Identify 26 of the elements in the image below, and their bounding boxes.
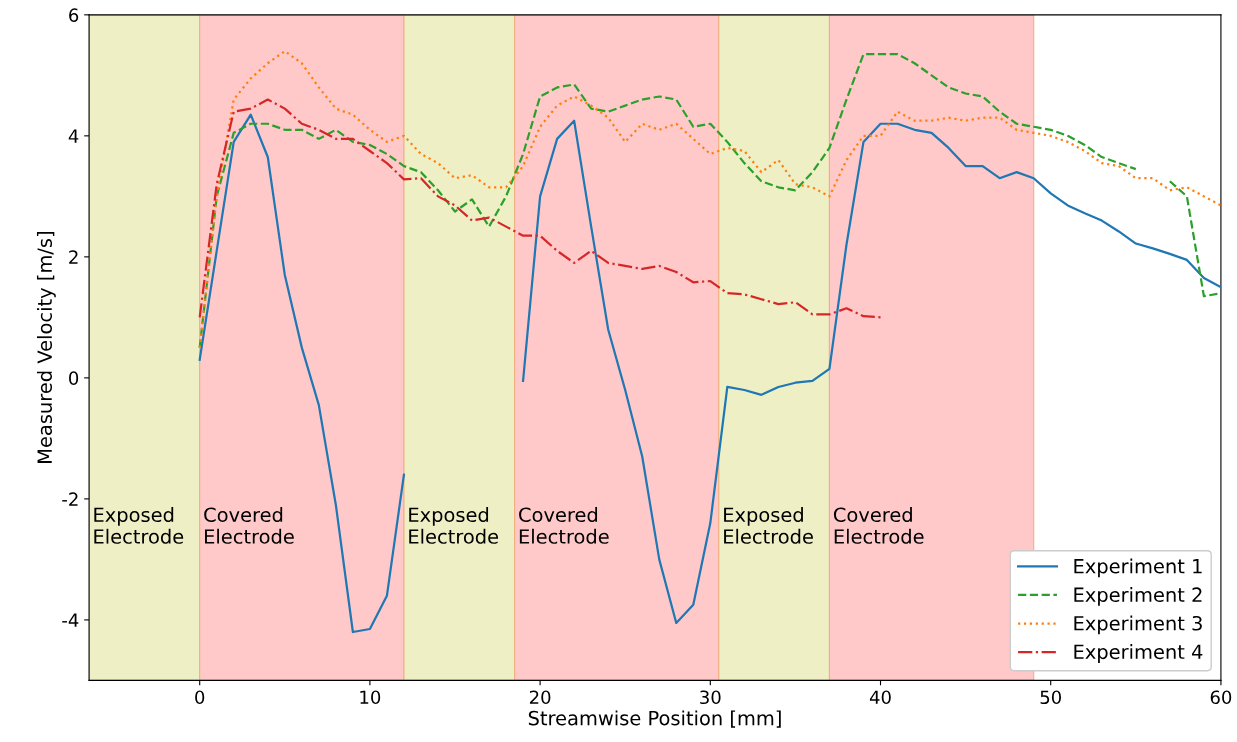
y-tick-label: 4 [68, 129, 79, 143]
x-tick-label: 60 [1210, 690, 1232, 705]
x-tick-label: 10 [360, 690, 381, 705]
band-label: Exposed Electrode [94, 507, 184, 544]
band-label: Covered Electrode [519, 507, 609, 544]
y-tick-label: -4 [62, 613, 79, 627]
y-axis-title: Measured Velocity [m/s] [36, 232, 56, 463]
band-label: Covered Electrode [204, 507, 294, 544]
y-tick-label: 6 [69, 8, 79, 22]
band-label: Covered Electrode [833, 507, 924, 544]
x-tick-label: 0 [195, 690, 205, 705]
y-tick-label: 0 [69, 371, 79, 385]
band-label: Exposed Electrode [724, 507, 813, 544]
x-axis-title: Streamwise Position [mm] [528, 710, 781, 728]
band-label: Exposed Electrode [409, 507, 499, 544]
legend-label: Experiment 1 [1074, 558, 1202, 578]
legend-label: Experiment 2 [1074, 587, 1202, 606]
x-tick-label: 50 [1040, 690, 1061, 705]
x-tick-label: 30 [700, 690, 721, 705]
x-tick-label: 20 [529, 690, 551, 705]
line-series [198, 98, 882, 319]
x-tick-label: 40 [869, 690, 891, 705]
legend-label: Experiment 4 [1074, 644, 1203, 663]
y-tick-label: 2 [69, 250, 78, 264]
y-tick-label: -2 [62, 492, 78, 506]
legend-label: Experiment 3 [1074, 615, 1202, 635]
